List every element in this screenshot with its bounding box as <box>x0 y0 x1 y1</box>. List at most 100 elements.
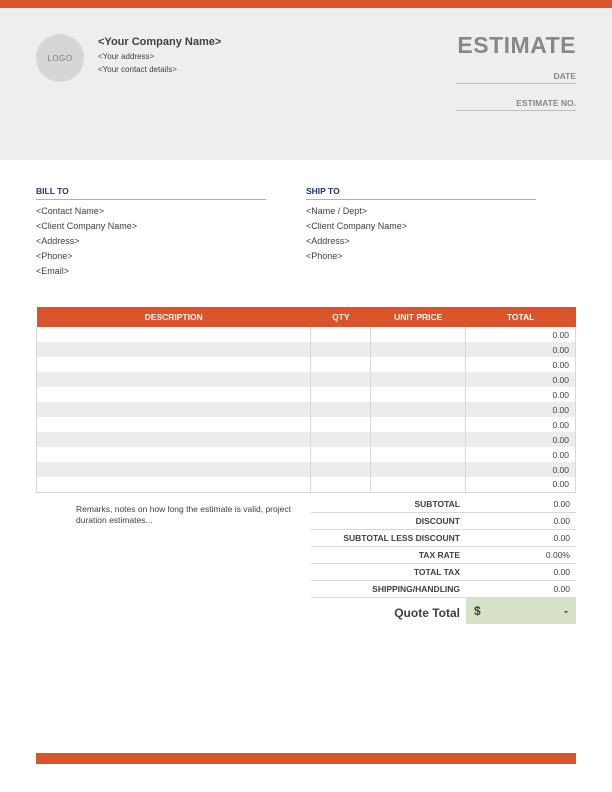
row-cell <box>311 477 371 492</box>
row-cell <box>371 447 466 462</box>
bill-to-line: <Client Company Name> <box>36 221 266 231</box>
summary-row: SHIPPING/HANDLING0.00 <box>311 580 576 597</box>
summary-value: 0.00 <box>466 512 576 529</box>
row-total: 0.00 <box>466 447 576 462</box>
row-cell <box>371 462 466 477</box>
company-name: <Your Company Name> <box>98 36 221 48</box>
summary-table: SUBTOTAL0.00DISCOUNT0.00SUBTOTAL LESS DI… <box>311 496 576 624</box>
table-row: 0.00 <box>37 387 576 402</box>
summary-row: SUBTOTAL LESS DISCOUNT0.00 <box>311 529 576 546</box>
table-row: 0.00 <box>37 432 576 447</box>
row-cell <box>37 387 311 402</box>
document-title: ESTIMATE <box>456 32 576 59</box>
date-label: DATE <box>456 71 576 84</box>
row-cell <box>37 402 311 417</box>
remarks-text: Remarks, notes on how long the estimate … <box>36 496 311 624</box>
ship-to-line: <Client Company Name> <box>306 221 536 231</box>
summary-label: SHIPPING/HANDLING <box>311 580 466 597</box>
bill-to-block: BILL TO <Contact Name> <Client Company N… <box>36 186 266 281</box>
ship-to-line: <Address> <box>306 236 536 246</box>
row-total: 0.00 <box>466 417 576 432</box>
summary-label: TOTAL TAX <box>311 563 466 580</box>
summary-value: 0.00 <box>466 529 576 546</box>
table-row: 0.00 <box>37 357 576 372</box>
summary-row: TAX RATE0.00% <box>311 546 576 563</box>
items-header-row: DESCRIPTION QTY UNIT PRICE TOTAL <box>37 307 576 327</box>
summary-area: Remarks, notes on how long the estimate … <box>36 496 576 624</box>
row-total: 0.00 <box>466 432 576 447</box>
summary-row: SUBTOTAL0.00 <box>311 496 576 513</box>
ship-to-block: SHIP TO <Name / Dept> <Client Company Na… <box>306 186 536 281</box>
row-cell <box>37 417 311 432</box>
summary-row: TOTAL TAX0.00 <box>311 563 576 580</box>
row-cell <box>311 402 371 417</box>
bill-to-line: <Phone> <box>36 251 266 261</box>
table-row: 0.00 <box>37 462 576 477</box>
summary-label: TAX RATE <box>311 546 466 563</box>
row-cell <box>37 432 311 447</box>
summary-label: SUBTOTAL <box>311 496 466 513</box>
items-table: DESCRIPTION QTY UNIT PRICE TOTAL 0.000.0… <box>36 307 576 493</box>
quote-value: $- <box>466 597 576 624</box>
estimate-no-label: ESTIMATE NO. <box>456 98 576 111</box>
row-total: 0.00 <box>466 372 576 387</box>
bottom-accent-bar <box>36 753 576 764</box>
row-cell <box>311 432 371 447</box>
row-cell <box>371 342 466 357</box>
logo-placeholder: LOGO <box>36 34 84 82</box>
row-total: 0.00 <box>466 462 576 477</box>
address-row: BILL TO <Contact Name> <Client Company N… <box>36 186 576 281</box>
company-address: <Your address> <box>98 52 221 61</box>
row-total: 0.00 <box>466 477 576 492</box>
content-region: BILL TO <Contact Name> <Client Company N… <box>0 160 612 624</box>
bill-to-label: BILL TO <box>36 186 266 200</box>
table-row: 0.00 <box>37 447 576 462</box>
ship-to-line: <Phone> <box>306 251 536 261</box>
summary-value: 0.00 <box>466 496 576 513</box>
row-total: 0.00 <box>466 342 576 357</box>
row-cell <box>371 387 466 402</box>
quote-label: Quote Total <box>311 597 466 624</box>
row-cell <box>311 342 371 357</box>
col-qty: QTY <box>311 307 371 327</box>
row-total: 0.00 <box>466 387 576 402</box>
table-row: 0.00 <box>37 342 576 357</box>
row-cell <box>311 372 371 387</box>
row-cell <box>311 387 371 402</box>
summary-value: 0.00 <box>466 580 576 597</box>
summary-row: DISCOUNT0.00 <box>311 512 576 529</box>
row-total: 0.00 <box>466 357 576 372</box>
row-total: 0.00 <box>466 402 576 417</box>
logo-text: LOGO <box>47 54 72 63</box>
row-cell <box>311 462 371 477</box>
summary-label: SUBTOTAL LESS DISCOUNT <box>311 529 466 546</box>
row-cell <box>37 477 311 492</box>
table-row: 0.00 <box>37 477 576 492</box>
ship-to-label: SHIP TO <box>306 186 536 200</box>
row-total: 0.00 <box>466 327 576 342</box>
bill-to-line: <Contact Name> <box>36 206 266 216</box>
ship-to-line: <Name / Dept> <box>306 206 536 216</box>
row-cell <box>37 462 311 477</box>
row-cell <box>371 432 466 447</box>
row-cell <box>311 327 371 342</box>
company-block: <Your Company Name> <Your address> <Your… <box>98 26 221 160</box>
header-region: LOGO <Your Company Name> <Your address> … <box>0 8 612 160</box>
row-cell <box>311 417 371 432</box>
quote-total-row: Quote Total$- <box>311 597 576 624</box>
row-cell <box>371 327 466 342</box>
table-row: 0.00 <box>37 402 576 417</box>
table-row: 0.00 <box>37 417 576 432</box>
row-cell <box>37 447 311 462</box>
row-cell <box>37 342 311 357</box>
col-unit-price: UNIT PRICE <box>371 307 466 327</box>
table-row: 0.00 <box>37 372 576 387</box>
col-description: DESCRIPTION <box>37 307 311 327</box>
company-contact: <Your contact details> <box>98 65 221 74</box>
row-cell <box>37 357 311 372</box>
row-cell <box>371 417 466 432</box>
row-cell <box>311 357 371 372</box>
row-cell <box>37 372 311 387</box>
bill-to-line: <Email> <box>36 266 266 276</box>
row-cell <box>371 402 466 417</box>
